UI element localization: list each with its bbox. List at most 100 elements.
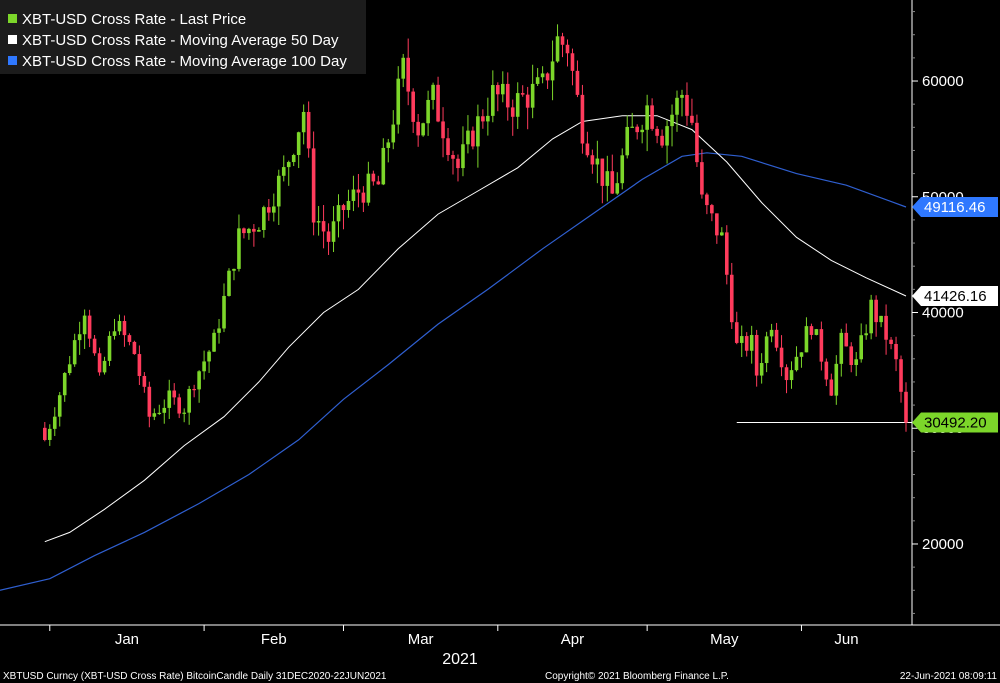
candle-body bbox=[530, 83, 535, 108]
candle-body bbox=[610, 171, 615, 194]
axes: 2021 2000030000400005000060000JanFebMarA… bbox=[0, 0, 1000, 668]
candle-body bbox=[894, 343, 898, 360]
candle-body bbox=[550, 61, 555, 81]
candle-body bbox=[112, 331, 117, 336]
y-tick-label: 40000 bbox=[922, 305, 964, 322]
candle-body bbox=[749, 334, 754, 351]
candle-body bbox=[311, 148, 316, 223]
candle-body bbox=[854, 359, 859, 365]
footer-copyright: Copyright© 2021 Bloomberg Finance L.P. bbox=[545, 671, 729, 682]
candle-body bbox=[560, 36, 565, 45]
candle-body bbox=[794, 356, 799, 371]
last-value-badge: 41426.16 bbox=[912, 285, 998, 306]
last-value-badge-label: 49116.46 bbox=[924, 199, 985, 216]
legend-swatch-ma50 bbox=[8, 35, 17, 44]
candle-body bbox=[456, 158, 460, 169]
ma50-line bbox=[44, 115, 907, 543]
candle-body bbox=[87, 315, 92, 339]
candle-body bbox=[685, 94, 689, 116]
candle-body bbox=[237, 228, 241, 269]
candle-body bbox=[436, 84, 440, 122]
candle-body bbox=[62, 373, 67, 396]
candle-body bbox=[152, 413, 157, 417]
candle-body bbox=[660, 135, 664, 146]
candle-body bbox=[675, 97, 679, 115]
candle-body bbox=[92, 338, 97, 354]
candle-body bbox=[769, 329, 774, 337]
candle-body bbox=[187, 388, 191, 413]
candle-body bbox=[336, 205, 341, 222]
x-month-label: Mar bbox=[408, 631, 434, 648]
candle-body bbox=[286, 162, 291, 168]
candle-body bbox=[829, 379, 834, 396]
candle-body bbox=[276, 175, 281, 207]
candle-body bbox=[565, 44, 570, 54]
candle-body bbox=[182, 412, 186, 414]
candle-body bbox=[227, 270, 231, 296]
candle-body bbox=[625, 126, 630, 156]
candle-body bbox=[520, 93, 525, 95]
candle-body bbox=[585, 143, 590, 156]
candle-body bbox=[491, 85, 495, 116]
candle-body bbox=[535, 77, 540, 84]
x-month-label: Jun bbox=[834, 631, 858, 648]
x-month-label: Feb bbox=[261, 631, 287, 648]
candle-body bbox=[132, 341, 137, 355]
candle-body bbox=[670, 114, 674, 127]
footer-timestamp: 22-Jun-2021 08:09:11 bbox=[900, 671, 998, 682]
last-value-badge-label: 30492.20 bbox=[924, 415, 987, 432]
candle-body bbox=[122, 321, 127, 336]
candle-body bbox=[376, 181, 381, 185]
candle-body bbox=[834, 363, 839, 396]
candle-body bbox=[849, 346, 854, 365]
footer-security-description: XBTUSD Curncy (XBT-USD Cross Rate) Bitco… bbox=[3, 671, 387, 682]
candle-body bbox=[764, 336, 769, 364]
candle-body bbox=[640, 129, 644, 133]
candle-body bbox=[650, 105, 654, 129]
candle-body bbox=[630, 126, 635, 128]
candle-body bbox=[142, 375, 147, 387]
candle-body bbox=[346, 200, 351, 211]
footer: XBTUSD Curncy (XBT-USD Cross Rate) Bitco… bbox=[3, 671, 997, 682]
candle-body bbox=[904, 391, 908, 423]
plot-area bbox=[0, 24, 912, 591]
candle-body bbox=[590, 155, 595, 165]
candle-body bbox=[217, 328, 221, 333]
legend-background bbox=[0, 0, 366, 74]
y-tick-label: 20000 bbox=[922, 536, 964, 553]
candle-body bbox=[545, 73, 550, 81]
x-axis-year-label: 2021 bbox=[442, 651, 478, 668]
last-value-badge-label: 41426.16 bbox=[924, 288, 987, 305]
candle-body bbox=[301, 111, 306, 133]
candle-body bbox=[705, 194, 709, 206]
candle-body bbox=[754, 334, 759, 376]
candle-body bbox=[271, 206, 276, 213]
candle-body bbox=[426, 99, 430, 124]
candle-body bbox=[471, 130, 475, 147]
candle-body bbox=[202, 361, 206, 372]
candle-body bbox=[595, 158, 600, 165]
candle-body bbox=[351, 189, 356, 201]
candle-body bbox=[575, 70, 580, 95]
candle-body bbox=[43, 427, 47, 440]
candle-body bbox=[869, 299, 873, 334]
candle-body bbox=[600, 158, 605, 186]
candle-body bbox=[814, 329, 819, 335]
candle-body bbox=[366, 173, 371, 203]
candle-body bbox=[476, 116, 480, 147]
candle-body bbox=[819, 329, 824, 362]
candle-body bbox=[102, 360, 107, 373]
candle-body bbox=[321, 221, 326, 232]
candle-body bbox=[82, 315, 87, 335]
candle-body bbox=[386, 142, 391, 148]
candle-body bbox=[859, 335, 863, 360]
candle-body bbox=[291, 154, 296, 163]
candle-body bbox=[724, 232, 729, 275]
x-month-label: May bbox=[710, 631, 739, 648]
candle-body bbox=[799, 352, 804, 357]
candle-body bbox=[381, 147, 386, 185]
candle-body bbox=[212, 332, 216, 352]
candle-body bbox=[461, 144, 465, 169]
candle-body bbox=[242, 228, 246, 234]
